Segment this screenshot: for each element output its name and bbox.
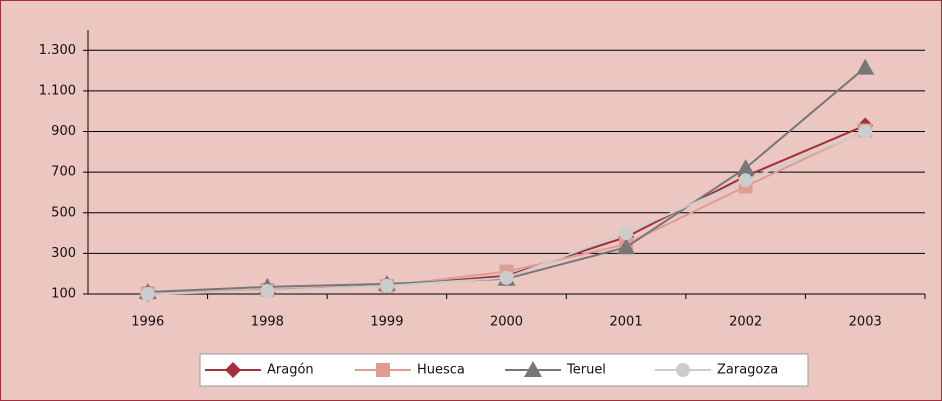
legend-label: Teruel bbox=[566, 363, 606, 378]
marker bbox=[738, 173, 753, 188]
y-tick-label: 1.100 bbox=[39, 83, 76, 98]
x-tick-label: 2003 bbox=[849, 315, 882, 330]
marker bbox=[617, 238, 636, 255]
x-tick-label: 1998 bbox=[251, 315, 284, 330]
y-tick-label: 300 bbox=[51, 246, 76, 261]
marker bbox=[379, 278, 394, 293]
y-tick-label: 700 bbox=[51, 165, 76, 180]
legend-label: Huesca bbox=[417, 363, 465, 378]
legend-marker bbox=[524, 361, 542, 377]
marker bbox=[856, 58, 875, 75]
y-tick-label: 500 bbox=[51, 205, 76, 220]
x-tick-label: 2000 bbox=[490, 315, 523, 330]
marker bbox=[736, 159, 755, 176]
marker bbox=[858, 124, 873, 139]
marker bbox=[619, 226, 634, 241]
marker bbox=[260, 283, 275, 298]
legend-marker bbox=[376, 363, 390, 377]
x-tick-label: 2002 bbox=[729, 315, 762, 330]
legend-marker bbox=[225, 362, 241, 378]
y-tick-label: 1.300 bbox=[39, 43, 76, 58]
x-tick-label: 1996 bbox=[131, 315, 164, 330]
legend-marker bbox=[676, 363, 690, 377]
x-tick-label: 2001 bbox=[610, 315, 643, 330]
legend-label: Aragón bbox=[267, 363, 314, 378]
marker bbox=[140, 287, 155, 301]
legend-label: Zaragoza bbox=[717, 363, 778, 378]
y-tick-label: 100 bbox=[51, 287, 76, 302]
y-tick-label: 900 bbox=[51, 124, 76, 139]
marker bbox=[499, 270, 514, 285]
x-tick-label: 1999 bbox=[370, 315, 403, 330]
